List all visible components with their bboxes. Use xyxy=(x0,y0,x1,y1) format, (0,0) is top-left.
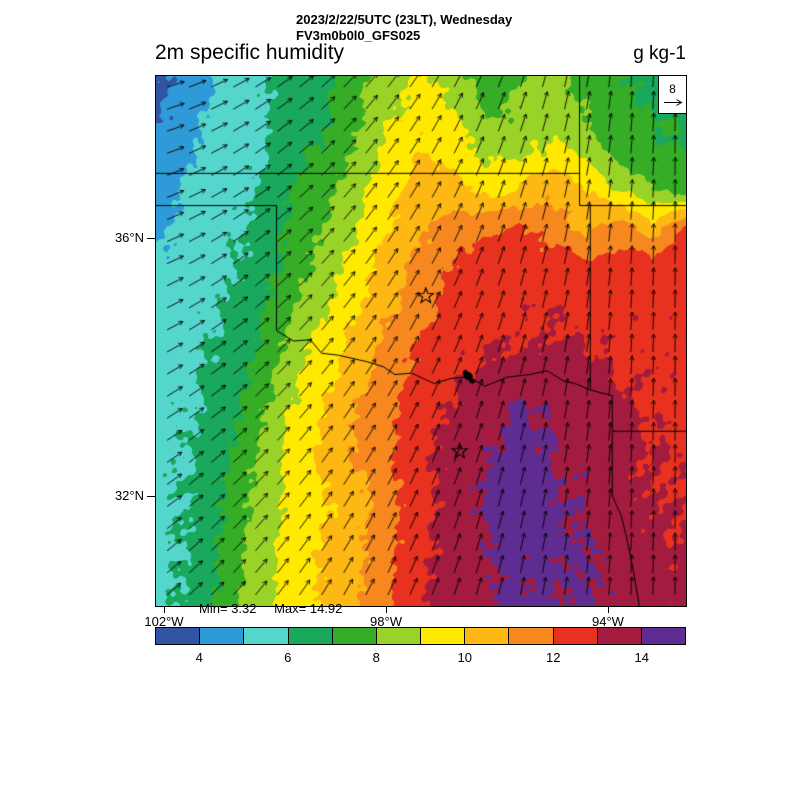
title-block: 2023/2/22/5UTC (23LT), Wednesday FV3m0b0… xyxy=(296,12,512,44)
colorbar-tick-label: 4 xyxy=(195,650,203,665)
max-value-label: Max= 14.92 xyxy=(274,601,343,616)
colorbar-segment xyxy=(465,628,510,644)
reference-arrow-icon xyxy=(663,99,682,106)
colorbar-segment xyxy=(641,628,686,644)
reference-vector-value: 8 xyxy=(669,82,676,96)
colorbar xyxy=(155,627,686,645)
humidity-wind-map-canvas xyxy=(156,76,686,606)
field-title: 2m specific humidity xyxy=(155,41,345,64)
units-label: g kg-1 xyxy=(633,43,686,64)
lat-tick-label: 32°N xyxy=(114,488,144,504)
colorbar-segment xyxy=(332,628,377,644)
colorbar-tick-label: 14 xyxy=(634,650,649,665)
minmax-label: Min= 3.32 Max= 14.92 xyxy=(199,601,342,616)
model-title: FV3m0b0l0_GFS025 xyxy=(296,28,421,43)
colorbar-segment xyxy=(244,628,289,644)
colorbar-tick-label: 6 xyxy=(284,650,292,665)
colorbar-segment xyxy=(509,628,554,644)
colorbar-labels: 4 6 8 10 12 14 xyxy=(155,650,686,666)
lat-tick-label: 36°N xyxy=(114,230,144,246)
colorbar-tick-label: 8 xyxy=(372,650,380,665)
lat-tick xyxy=(147,238,155,240)
colorbar-segment xyxy=(597,628,642,644)
lon-tick xyxy=(164,607,165,613)
colorbar-segment xyxy=(200,628,245,644)
colorbar-segment xyxy=(553,628,598,644)
lon-tick xyxy=(386,607,388,613)
colorbar-segment xyxy=(156,628,201,644)
colorbar-tick-label: 12 xyxy=(546,650,561,665)
min-value-label: Min= 3.32 xyxy=(199,601,257,616)
lon-tick xyxy=(607,607,609,613)
lat-tick xyxy=(147,496,155,498)
colorbar-segment xyxy=(421,628,466,644)
colorbar-tick-label: 10 xyxy=(457,650,472,665)
reference-vector-box: 8 xyxy=(658,76,686,114)
map-area: 36°N 32°N 102°W 98°W 94°W 8 xyxy=(115,75,687,629)
colorbar-segment xyxy=(376,628,422,644)
run-title: 2023/2/22/5UTC (23LT), Wednesday xyxy=(296,12,513,27)
colorbar-segment xyxy=(288,628,333,644)
field-header-row: 2m specific humidity g kg-1 xyxy=(155,41,686,65)
